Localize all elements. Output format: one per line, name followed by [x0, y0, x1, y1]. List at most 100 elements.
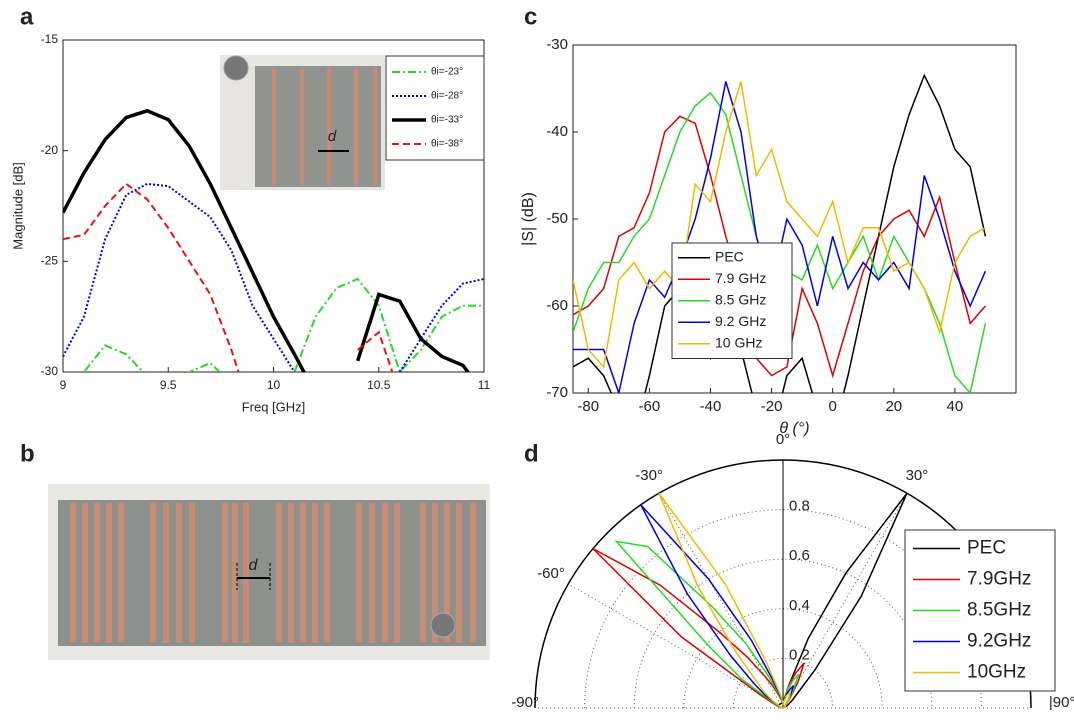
- x-tick-label: 0: [829, 398, 837, 415]
- series-line: [573, 115, 986, 379]
- legend-box: [385, 55, 485, 161]
- stripe: [354, 68, 358, 185]
- x-axis-label: Freq [GHz]: [242, 399, 306, 414]
- stripe: [70, 503, 76, 643]
- legend-label: θi=-38°: [431, 139, 463, 150]
- y-tick-label: -50: [546, 210, 568, 227]
- stripe: [222, 503, 228, 643]
- plot-area: [572, 44, 1017, 394]
- legend-label: 8.5GHz: [967, 600, 1031, 621]
- series-line: [658, 492, 792, 709]
- x-tick-label: 10.5: [367, 378, 391, 392]
- y-axis-label: |S| (dB): [520, 192, 537, 246]
- stripe: [176, 503, 182, 643]
- x-tick-label: 9.5: [160, 378, 177, 392]
- series-line: [573, 73, 987, 393]
- grid-circle: [683, 608, 883, 709]
- series-group: [63, 108, 484, 372]
- y-tick-label: -40: [546, 123, 568, 140]
- x-tick-label: -80: [577, 398, 599, 415]
- series-line: [63, 108, 470, 372]
- stripes: [70, 503, 476, 643]
- stripe: [82, 503, 88, 643]
- stripe: [163, 503, 169, 643]
- x-tick-label: 40: [947, 398, 964, 415]
- legend-label: 10 GHz: [715, 334, 762, 350]
- theta-tick-label: 30°: [906, 467, 929, 484]
- stripe: [189, 503, 195, 643]
- stripe: [276, 503, 282, 643]
- stripe: [106, 503, 112, 643]
- stripe: [312, 503, 318, 643]
- x-tick-label: 20: [885, 398, 902, 415]
- y-tick-label: -15: [41, 32, 59, 46]
- grid-circle: [584, 509, 982, 709]
- stripe: [243, 503, 249, 643]
- panel-label: c: [524, 3, 537, 30]
- r-tick-label: 0.2: [789, 646, 810, 663]
- x-tick-label: 10: [267, 378, 281, 392]
- series-line: [63, 182, 484, 372]
- stripe: [382, 503, 388, 643]
- stripe: [394, 503, 400, 643]
- legend-label: θi=-23°: [431, 67, 463, 78]
- series-line: [63, 182, 394, 372]
- stripe: [373, 68, 377, 185]
- x-tick-label: -60: [639, 398, 661, 415]
- stripe: [324, 503, 330, 643]
- stripe: [118, 503, 124, 643]
- legend-label: 9.2GHz: [967, 631, 1031, 652]
- stripe: [300, 503, 306, 643]
- x-tick-label: 11: [478, 378, 491, 392]
- legend-label: PEC: [715, 248, 744, 264]
- legend-label: θi=-28°: [431, 91, 463, 102]
- stripe: [444, 503, 450, 643]
- stripe: [356, 503, 362, 643]
- panel-label: d: [524, 440, 539, 467]
- x-tick-label: 9: [60, 378, 67, 392]
- y-tick-label: -20: [41, 143, 59, 157]
- r-tick-label: 0.4: [789, 597, 810, 614]
- legend-label: 8.5 GHz: [715, 291, 766, 307]
- stripe: [232, 503, 238, 643]
- stripe: [456, 503, 462, 643]
- panel-label: b: [20, 440, 35, 467]
- theta-tick-label: 0°: [776, 431, 790, 448]
- series-group: [573, 73, 987, 393]
- x-tick-label: -20: [761, 398, 783, 415]
- stripe: [288, 503, 294, 643]
- legend-label: 10GHz: [967, 662, 1026, 683]
- photo-a: d: [220, 55, 385, 190]
- x-tick-label: -40: [700, 398, 722, 415]
- y-tick-label: -25: [41, 254, 59, 268]
- y-tick-label: -60: [546, 297, 568, 314]
- grid-spoke: [658, 492, 784, 709]
- legend-label: θi=-33°: [431, 115, 463, 126]
- coin: [223, 55, 249, 81]
- stripe: [272, 68, 276, 185]
- x-axis-label: θ (°): [779, 420, 809, 437]
- theta-tick-label: -90°: [511, 694, 539, 711]
- y-axis-label: Magnitude [dB]: [10, 162, 25, 249]
- legend-label: 7.9 GHz: [715, 270, 766, 286]
- stripe: [300, 68, 304, 185]
- grid-spoke: [782, 492, 908, 709]
- dimension-label: d: [328, 128, 337, 145]
- theta-tick-label: -60°: [537, 565, 565, 582]
- photo-b: d: [48, 484, 490, 660]
- legend-label: 7.9GHz: [967, 569, 1031, 590]
- stripe: [94, 503, 100, 643]
- panel-label: a: [20, 3, 34, 30]
- y-tick-label: -30: [546, 36, 568, 53]
- y-tick-label: -30: [41, 364, 59, 378]
- r-tick-label: 0.8: [789, 498, 810, 515]
- stripe: [150, 503, 156, 643]
- stripe: [369, 503, 375, 643]
- dimension-label: d: [249, 557, 259, 574]
- series-line: [82, 277, 484, 372]
- legend-label: 9.2 GHz: [715, 313, 766, 329]
- r-tick-label: 0.6: [789, 547, 810, 564]
- theta-tick-label: -30°: [635, 467, 663, 484]
- stripe: [432, 503, 438, 643]
- theta-tick-label: |90°: [1049, 694, 1074, 711]
